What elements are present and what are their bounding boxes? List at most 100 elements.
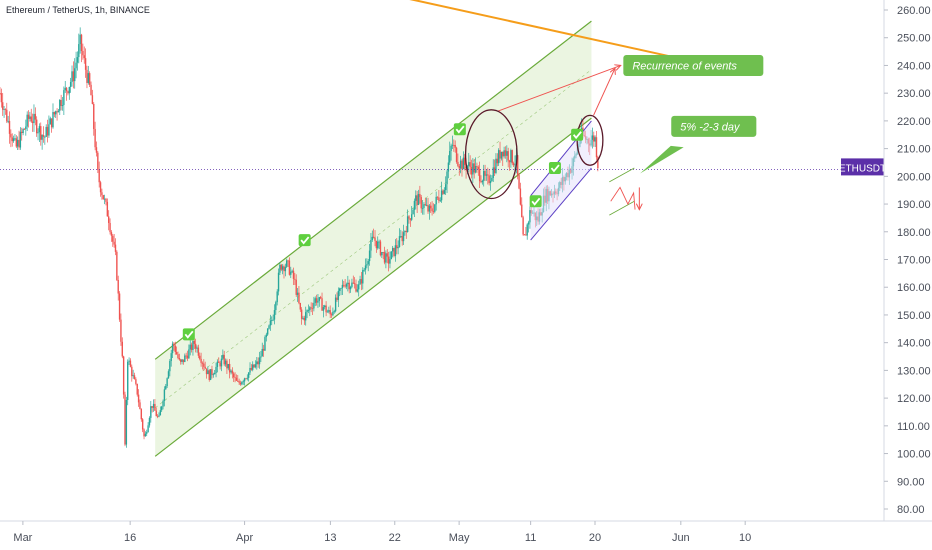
price-tick-label: 120.00 <box>897 393 931 405</box>
candle-body <box>398 236 401 248</box>
candle-body <box>359 279 361 285</box>
candle-body <box>428 205 431 212</box>
candle-body <box>449 150 451 163</box>
candle-body <box>290 271 292 275</box>
candle-body <box>492 167 494 178</box>
candle-body <box>271 319 273 321</box>
candle-body <box>371 236 374 240</box>
candle-body <box>194 343 197 349</box>
candle-body <box>338 288 341 291</box>
time-tick-label: 10 <box>739 532 751 544</box>
candle-body <box>356 289 359 292</box>
candle-body <box>497 150 500 164</box>
candle-body <box>416 195 418 205</box>
check-icon <box>529 195 542 208</box>
candle-body <box>527 222 530 225</box>
candle-body <box>114 244 117 252</box>
candle-body <box>170 353 172 361</box>
candle-body <box>174 345 176 353</box>
candle-body <box>488 175 490 184</box>
candle-body <box>402 232 405 242</box>
candle-body <box>473 163 475 173</box>
candle-body <box>175 352 178 355</box>
channel-lower-line <box>154 117 592 457</box>
candle-body <box>529 210 531 223</box>
candle-body <box>139 402 141 410</box>
candle-body <box>239 382 242 385</box>
candle-body <box>495 158 497 174</box>
candle-body <box>264 337 266 351</box>
candle-body <box>487 174 489 176</box>
candle-body <box>50 118 53 128</box>
candle-body <box>500 151 503 159</box>
candle-body <box>281 266 284 270</box>
candle-body <box>8 120 11 134</box>
candle-body <box>97 152 99 170</box>
candle-body <box>372 236 375 238</box>
candle-body <box>33 113 35 124</box>
candle-body <box>227 363 229 369</box>
candle-body <box>147 425 149 433</box>
candle-body <box>213 373 216 375</box>
candle-body <box>345 284 348 287</box>
candle-body <box>0 93 1 94</box>
candle-body <box>328 310 330 312</box>
resistance-trendline <box>409 0 699 64</box>
candle-body <box>53 112 56 115</box>
candle-body <box>226 360 228 369</box>
candle-body <box>235 377 238 381</box>
candle-body <box>310 307 312 309</box>
candle-body <box>112 235 114 242</box>
candle-body <box>25 126 27 130</box>
candle-body <box>75 62 77 69</box>
candle-body <box>124 394 126 445</box>
candle-body <box>72 71 75 82</box>
candle-body <box>280 264 282 270</box>
check-icon-glyph <box>572 131 582 140</box>
price-tick-label: 80.00 <box>897 504 925 516</box>
candle-body <box>386 253 388 257</box>
candle-body <box>461 160 463 170</box>
candle-body <box>330 314 333 316</box>
check-icon <box>548 162 561 175</box>
candle-body <box>87 73 90 83</box>
candle-body <box>430 205 432 209</box>
time-tick-label: Jun <box>672 532 690 544</box>
candle-body <box>318 297 321 301</box>
price-tick-label: 220.00 <box>897 116 931 128</box>
candle-body <box>447 162 450 172</box>
candle-body <box>155 410 157 417</box>
candle-body <box>485 174 488 176</box>
candle-body <box>435 196 437 205</box>
candle-body <box>396 245 398 249</box>
candle-body <box>383 252 386 263</box>
candle-body <box>0 93 3 103</box>
candle-body <box>385 253 387 263</box>
candle-body <box>332 311 334 316</box>
candle-body <box>193 340 196 344</box>
candle-body <box>140 409 143 420</box>
candle-body <box>521 204 523 218</box>
candle-body <box>91 95 94 104</box>
candle-body <box>29 116 31 119</box>
candle-body <box>455 147 458 162</box>
candle-body <box>311 308 314 310</box>
candle-body <box>362 270 364 284</box>
candle-body <box>374 237 376 241</box>
candle-body <box>243 378 246 382</box>
candle-body <box>397 247 399 249</box>
candle-body <box>519 188 522 205</box>
highlight-ellipse <box>464 109 518 200</box>
projection-path <box>610 186 636 210</box>
candle-body <box>254 364 257 368</box>
candle-body <box>382 252 384 253</box>
candle-body <box>40 126 42 140</box>
candle-body <box>295 279 297 295</box>
check-icon <box>298 234 311 247</box>
candle-body <box>511 150 513 164</box>
candle-body <box>273 310 276 320</box>
candle-body <box>522 217 524 235</box>
candle-body <box>125 400 128 445</box>
candle-body <box>417 193 420 205</box>
